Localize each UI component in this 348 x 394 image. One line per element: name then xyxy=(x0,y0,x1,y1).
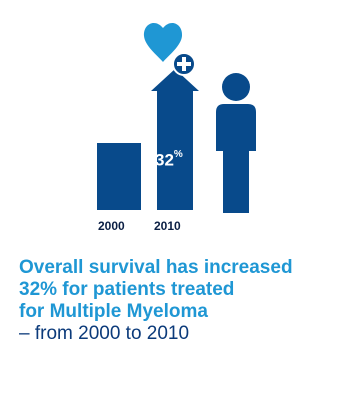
bar-2000 xyxy=(97,143,141,210)
headline-line-2: 32% for patients treated xyxy=(19,279,235,300)
person-icon xyxy=(216,73,256,213)
caption: Overall survival has increased 32% for p… xyxy=(19,257,344,345)
plus-icon xyxy=(172,52,196,76)
date-range-subline: – from 2000 to 2010 xyxy=(19,323,190,344)
headline-line-3: for Multiple Myeloma xyxy=(19,301,208,322)
heart-icon xyxy=(143,22,183,62)
increase-unit: % xyxy=(173,149,183,160)
up-arrow-icon xyxy=(151,69,199,210)
year-label-2000: 2000 xyxy=(98,219,125,233)
headline-line-1: Overall survival has increased xyxy=(19,257,293,278)
increase-value: 32 xyxy=(155,150,174,170)
year-label-2010: 2010 xyxy=(154,219,181,233)
increase-percentage: 32% xyxy=(155,148,183,169)
